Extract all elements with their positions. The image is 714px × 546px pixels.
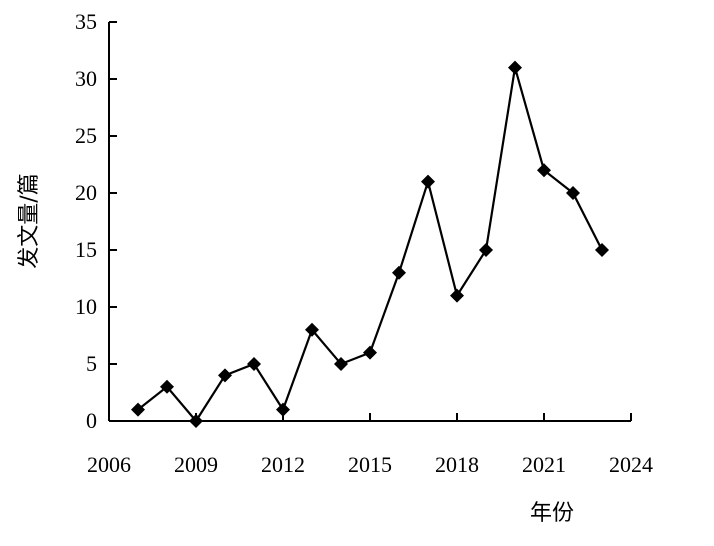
data-point-marker [189, 414, 203, 428]
y-tick-label: 5 [86, 351, 97, 376]
data-point-marker [131, 402, 145, 417]
data-point-marker [305, 322, 319, 337]
series-line [137, 67, 603, 423]
x-tick-label: 2009 [174, 452, 218, 477]
y-axis-title: 发文量/篇 [17, 173, 42, 268]
data-point-marker [160, 379, 174, 394]
y-tick-label: 0 [86, 408, 97, 433]
x-tick-label: 2012 [261, 452, 305, 477]
data-point-marker [566, 186, 580, 200]
y-tick-label: 15 [75, 237, 97, 262]
data-point-marker [508, 60, 522, 75]
y-tick-label: 35 [75, 9, 97, 34]
data-point-marker [334, 357, 348, 371]
data-point-marker [276, 402, 290, 417]
x-axis-title: 年份 [530, 501, 574, 526]
y-tick-label: 30 [75, 66, 97, 91]
data-point-marker [479, 243, 493, 257]
y-tick-label: 25 [75, 123, 97, 148]
data-point-marker [537, 163, 551, 178]
x-tick-label: 2021 [522, 452, 566, 477]
y-tick-label: 10 [75, 294, 97, 319]
x-tick-label: 2015 [348, 452, 392, 477]
data-point-marker [421, 174, 435, 189]
axes: 0 5 10 15 20 25 30 35 2006 2009 2012 2015 2018 2021 20… [75, 9, 653, 477]
data-point-marker [363, 345, 377, 360]
x-tick-label: 2006 [87, 452, 131, 477]
data-point-marker [450, 288, 464, 303]
data-point-marker [247, 357, 261, 371]
x-tick-label: 2024 [609, 452, 653, 477]
y-tick-label: 20 [75, 180, 97, 205]
series-line-group [131, 60, 609, 428]
data-point-marker [392, 265, 406, 280]
data-point-marker [595, 243, 609, 257]
data-point-marker [218, 368, 232, 383]
x-tick-label: 2018 [435, 452, 479, 477]
